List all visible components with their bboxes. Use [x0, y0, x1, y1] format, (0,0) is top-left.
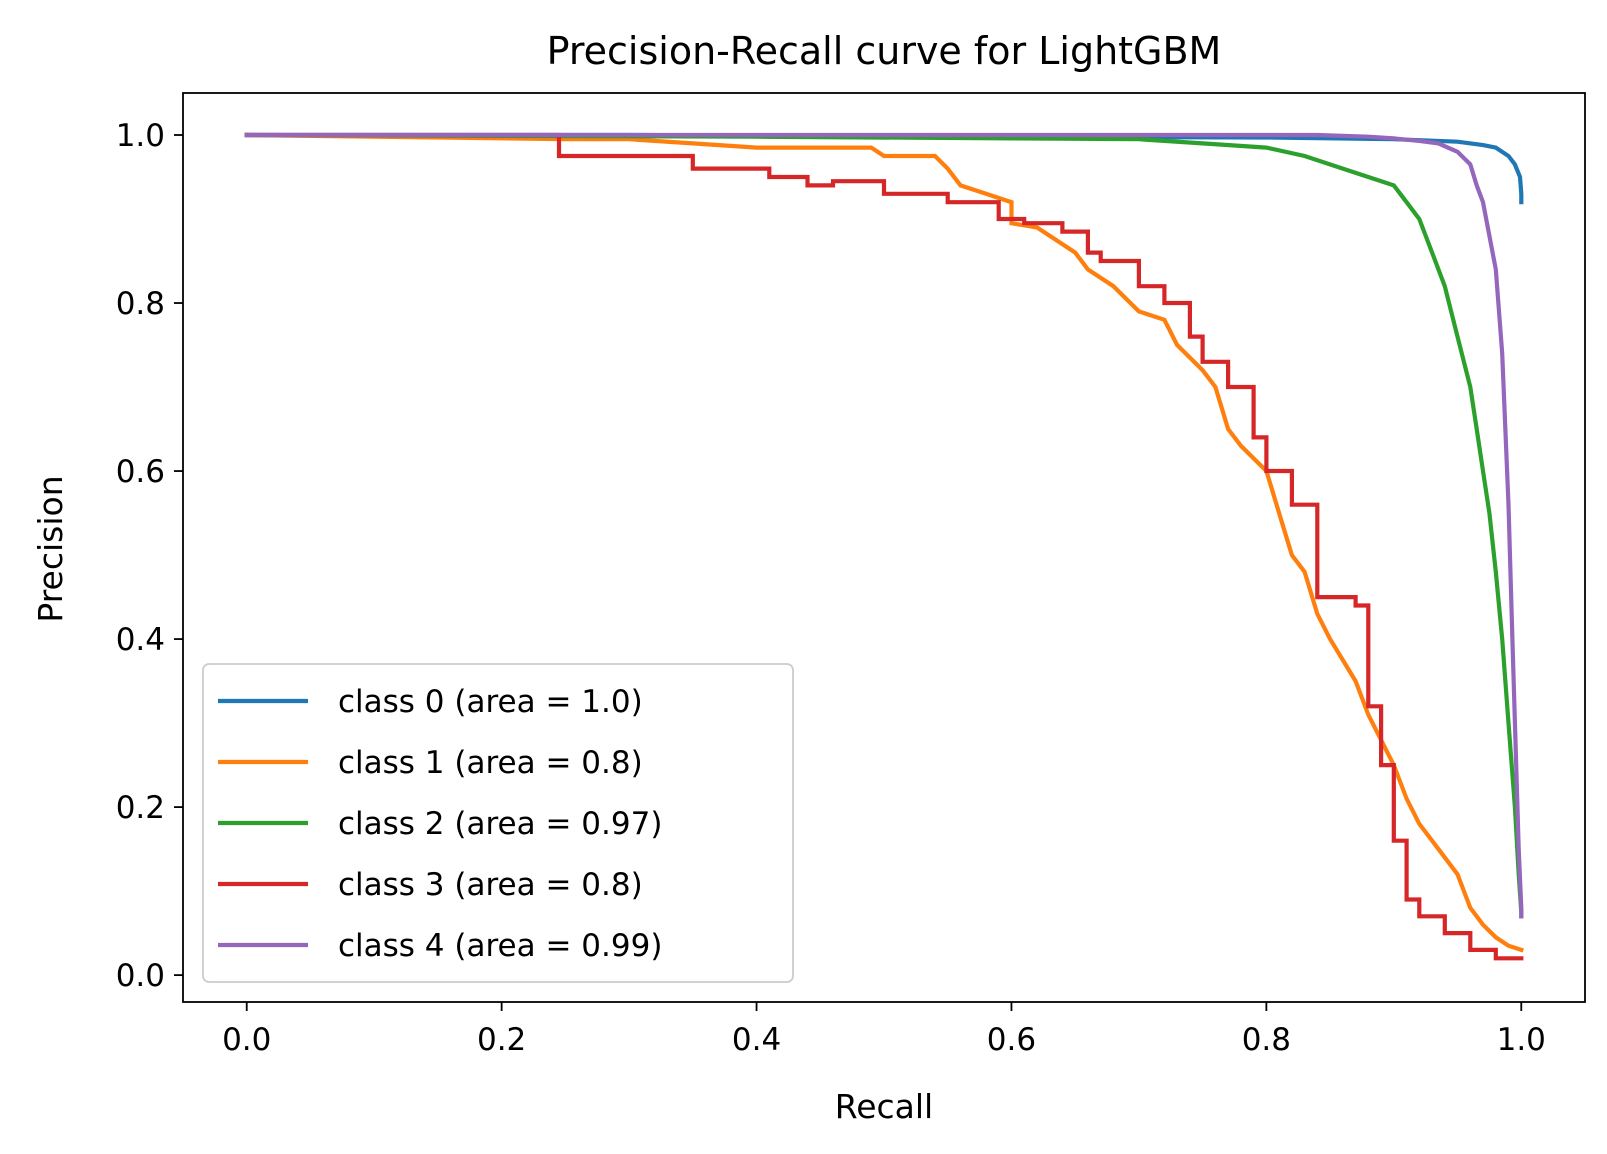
y-tick-label: 0.2 — [116, 790, 165, 826]
series-line-class-4 — [244, 132, 1524, 919]
chart-title: Precision-Recall curve for LightGBM — [547, 29, 1222, 73]
legend-label: class 0 (area = 1.0) — [338, 684, 643, 720]
ticks-layer: 0.0 0.2 0.4 0.6 0.8 1.0 0.0 0.2 0.4 0.6 0.8 1.0 — [116, 118, 1546, 1058]
x-tick-label: 0.8 — [1242, 1022, 1291, 1058]
y-tick-label: 0.6 — [116, 454, 165, 490]
y-tick-label: 0.4 — [116, 622, 165, 658]
x-tick-label: 1.0 — [1497, 1022, 1546, 1058]
x-tick-label: 0.0 — [222, 1022, 271, 1058]
legend-label: class 1 (area = 0.8) — [338, 745, 643, 781]
x-tick-label: 0.4 — [732, 1022, 781, 1058]
legend: class 0 (area = 1.0) class 1 (area = 0.8)… — [202, 663, 794, 983]
y-axis-label: Precision — [31, 475, 70, 622]
series-layer — [244, 132, 1524, 961]
x-axis-label: Recall — [835, 1087, 933, 1126]
x-tick-label: 0.6 — [987, 1022, 1036, 1058]
legend-label: class 2 (area = 0.97) — [338, 806, 662, 842]
series-line-class-1 — [244, 132, 1524, 953]
legend-label: class 3 (area = 0.8) — [338, 867, 643, 903]
legend-box — [202, 663, 794, 983]
x-tick-label: 0.2 — [477, 1022, 526, 1058]
series-line-class-2 — [244, 132, 1524, 919]
series-line-class-3 — [244, 132, 1524, 961]
y-tick-label: 0.0 — [116, 958, 165, 994]
y-tick-label: 0.8 — [116, 286, 165, 322]
legend-label: class 4 (area = 0.99) — [338, 928, 662, 964]
y-tick-label: 1.0 — [116, 118, 165, 154]
plot-frame — [182, 92, 1586, 1003]
